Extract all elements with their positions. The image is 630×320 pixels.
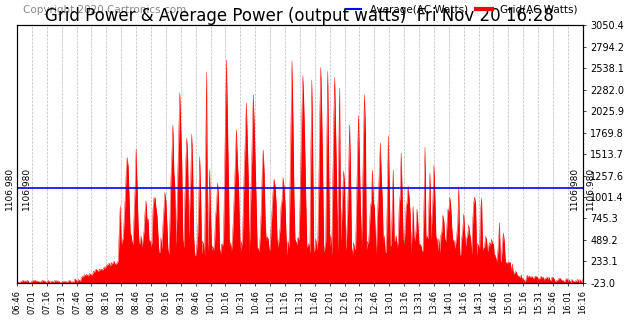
Text: 1106.980: 1106.980 [570,167,579,210]
Text: 1106.980: 1106.980 [5,167,14,210]
Legend: Average(AC Watts), Grid(AC Watts): Average(AC Watts), Grid(AC Watts) [346,5,578,15]
Text: 1106.980: 1106.980 [22,167,31,210]
Text: Copyright 2020 Cartronics.com: Copyright 2020 Cartronics.com [23,5,186,15]
Title: Grid Power & Average Power (output watts)  Fri Nov 20 16:28: Grid Power & Average Power (output watts… [45,7,554,25]
Text: 1106.980: 1106.980 [586,167,595,210]
